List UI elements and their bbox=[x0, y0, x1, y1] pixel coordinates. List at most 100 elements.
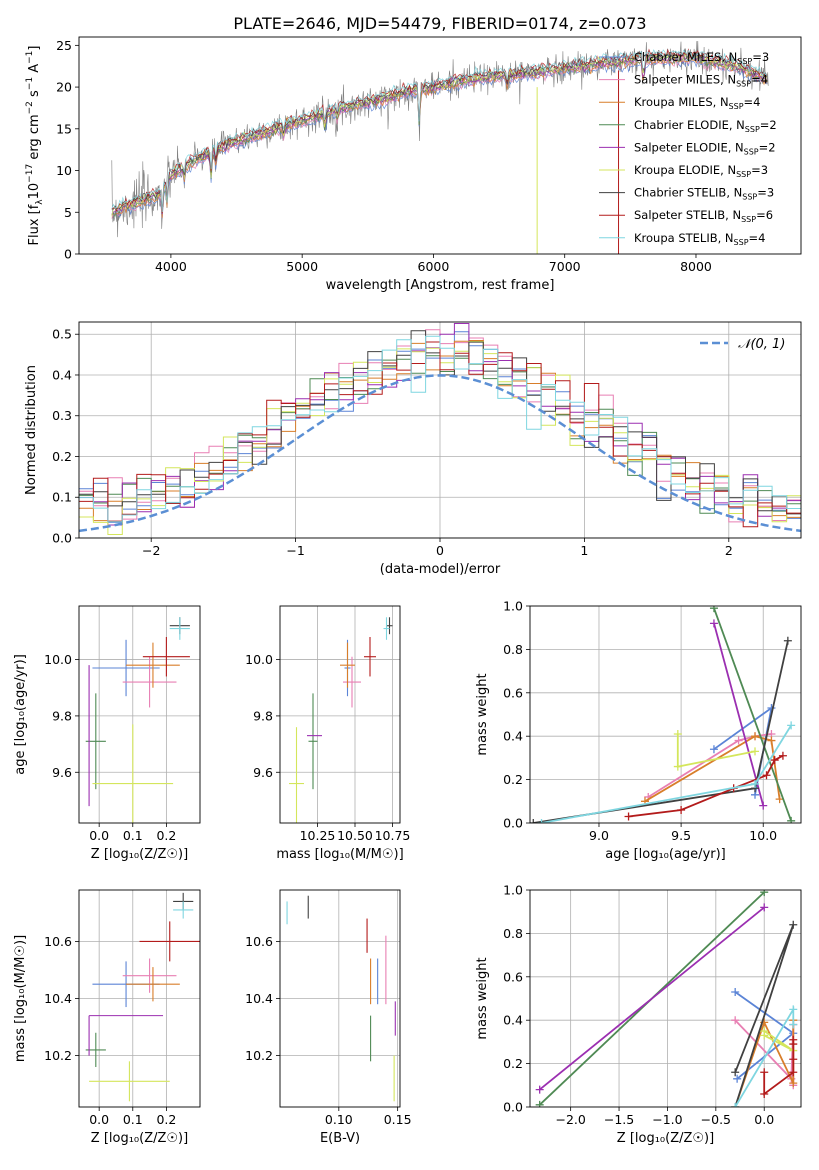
weight-point-marker bbox=[760, 1068, 769, 1077]
x-tick-label: 0.10 bbox=[325, 1112, 353, 1127]
legend-label: Kroupa STELIB, NSSP=4 bbox=[634, 231, 765, 247]
x-tick-label: 0.0 bbox=[89, 1112, 109, 1127]
x-tick-label: 0.0 bbox=[89, 828, 109, 843]
legend-label: Kroupa ELODIE, NSSP=3 bbox=[634, 163, 768, 179]
weight-point-marker bbox=[760, 1089, 769, 1098]
x-tick-label: 4000 bbox=[155, 259, 187, 274]
residual-histogram bbox=[79, 335, 801, 523]
y-axis-label: mass weight bbox=[475, 673, 490, 755]
legend-label-main: Kroupa ELODIE, N bbox=[634, 163, 736, 177]
y-tick-label: 10 bbox=[56, 163, 72, 178]
weight-point-marker bbox=[751, 779, 760, 788]
legend-label-main: Kroupa STELIB, N bbox=[634, 231, 734, 245]
x-tick-label: 9.5 bbox=[671, 828, 691, 843]
y-axis-label: age [log₁₀(age/yr)] bbox=[13, 654, 28, 775]
y-tick-label: 0.4 bbox=[52, 367, 72, 382]
axes-frame bbox=[529, 889, 802, 1108]
y-tick-label: 10.6 bbox=[44, 934, 72, 949]
x-tick-label: −1.0 bbox=[652, 1112, 682, 1127]
weight-point-marker bbox=[789, 920, 798, 929]
weight-point-marker bbox=[733, 1074, 742, 1083]
plot-area bbox=[530, 890, 801, 1107]
plot-area bbox=[111, 40, 769, 254]
weight-point-marker bbox=[762, 771, 771, 780]
weight-point-marker bbox=[760, 1031, 769, 1040]
weight-point-marker bbox=[789, 1005, 798, 1014]
weight-point-marker bbox=[751, 747, 760, 756]
legend-label: Kroupa MILES, NSSP=4 bbox=[634, 95, 760, 111]
x-axis-label: Z [log₁₀(Z/Z☉)] bbox=[91, 1131, 188, 1146]
y-tick-label: 0.8 bbox=[503, 926, 523, 941]
weight-point-marker bbox=[709, 606, 718, 613]
y-axis-label-part: −1 bbox=[25, 77, 35, 90]
weight-series-line bbox=[533, 640, 789, 823]
legend-label: Chabrier STELIB, NSSP=3 bbox=[634, 186, 774, 202]
x-axis-label: Z [log₁₀(Z/Z☉)] bbox=[91, 847, 188, 862]
spectrum-panel: 4000 5000 6000 7000 8000 0 5 10 15 20 25 wavelength… bbox=[25, 36, 802, 293]
mass-vs-metallicity-panel: 0.0 0.1 0.2 10.2 10.4 10.6 Z [log₁₀(Z/Z☉)] mass… bbox=[13, 889, 201, 1146]
x-tick-label: −2 bbox=[142, 543, 160, 558]
weight-point-marker bbox=[760, 903, 769, 912]
weight-series-line bbox=[541, 724, 792, 823]
legend-label-suffix: =4 bbox=[749, 231, 766, 245]
weight-point-marker bbox=[709, 619, 718, 628]
y-tick-label: 10.4 bbox=[44, 991, 72, 1006]
y-axis-label-part: 10 bbox=[27, 183, 42, 200]
y-axis-label-part: Flux [f bbox=[27, 204, 42, 245]
x-tick-label: −1 bbox=[286, 543, 304, 558]
weight-point-marker bbox=[789, 1055, 798, 1064]
x-tick-label: 0 bbox=[436, 543, 444, 558]
legend-label-main: Salpeter MILES, N bbox=[634, 73, 736, 87]
model-spectrum-line bbox=[111, 54, 768, 218]
y-axis-label-part: −2 bbox=[25, 101, 35, 114]
y-tick-label: 15 bbox=[56, 121, 72, 136]
legend-label-suffix: =3 bbox=[752, 50, 769, 64]
axes-frame bbox=[529, 605, 802, 824]
legend-label-sub: SSP bbox=[736, 170, 751, 179]
x-tick-label: 0.15 bbox=[384, 1112, 412, 1127]
weight-point-marker bbox=[789, 1068, 798, 1077]
weight-series-line bbox=[647, 733, 772, 798]
y-axis-label-part: A bbox=[27, 64, 42, 77]
weight-point-marker bbox=[778, 751, 787, 760]
weight-point-marker bbox=[759, 801, 768, 810]
model-spectrum-line bbox=[111, 54, 768, 219]
y-tick-label: 0.2 bbox=[503, 1056, 523, 1071]
legend-label-sub: SSP bbox=[742, 193, 757, 202]
weight-vs-metallicity-panel: −2.0 −1.5 −1.0 −0.5 0.0 0.0 0.2 0.4 0.6 0.8 1.0 Z [… bbox=[475, 883, 802, 1146]
age-vs-mass-panel: 10.25 10.50 10.75 9.6 9.8 10.0 mass [log₁₀(M/M… bbox=[245, 605, 410, 862]
weight-point-marker bbox=[673, 762, 682, 771]
y-tick-label: 0.3 bbox=[52, 408, 72, 423]
weight-point-marker bbox=[731, 987, 740, 996]
model-spectrum-line bbox=[111, 49, 768, 213]
x-tick-label: 10.50 bbox=[337, 828, 373, 843]
legend-label-main: Chabrier ELODIE, N bbox=[634, 118, 745, 132]
axes-frame bbox=[78, 605, 201, 824]
weight-point-marker bbox=[760, 890, 769, 897]
weight-point-marker bbox=[770, 756, 779, 765]
weight-point-marker bbox=[731, 1068, 740, 1077]
x-axis-label: (data-model)/error bbox=[380, 562, 501, 577]
y-tick-label: 0.5 bbox=[52, 327, 72, 342]
x-tick-label: 6000 bbox=[418, 259, 450, 274]
legend-label-sub: SSP bbox=[734, 238, 749, 247]
axes-frame bbox=[78, 321, 802, 539]
plot-area bbox=[530, 606, 801, 823]
legend-label-main: Chabrier MILES, N bbox=[634, 50, 737, 64]
residual-histogram bbox=[79, 341, 801, 528]
y-axis-label: mass [log₁₀(M/M☉)] bbox=[13, 935, 28, 1062]
plot-area bbox=[79, 890, 200, 1107]
axes-frame bbox=[279, 889, 401, 1108]
weight-series-line bbox=[713, 607, 792, 822]
weight-point-marker bbox=[535, 1100, 544, 1107]
y-axis-label: Normed distribution bbox=[24, 365, 39, 495]
weight-point-marker bbox=[673, 730, 682, 739]
x-tick-label: 0.1 bbox=[123, 1112, 143, 1127]
weight-point-marker bbox=[734, 736, 743, 745]
y-tick-label: 0.4 bbox=[503, 729, 523, 744]
x-tick-label: 1 bbox=[580, 543, 588, 558]
y-tick-label: 0.8 bbox=[503, 642, 523, 657]
gaussian-reference-line bbox=[79, 374, 801, 533]
legend-label-suffix: =2 bbox=[760, 118, 777, 132]
x-tick-label: 7000 bbox=[549, 259, 581, 274]
